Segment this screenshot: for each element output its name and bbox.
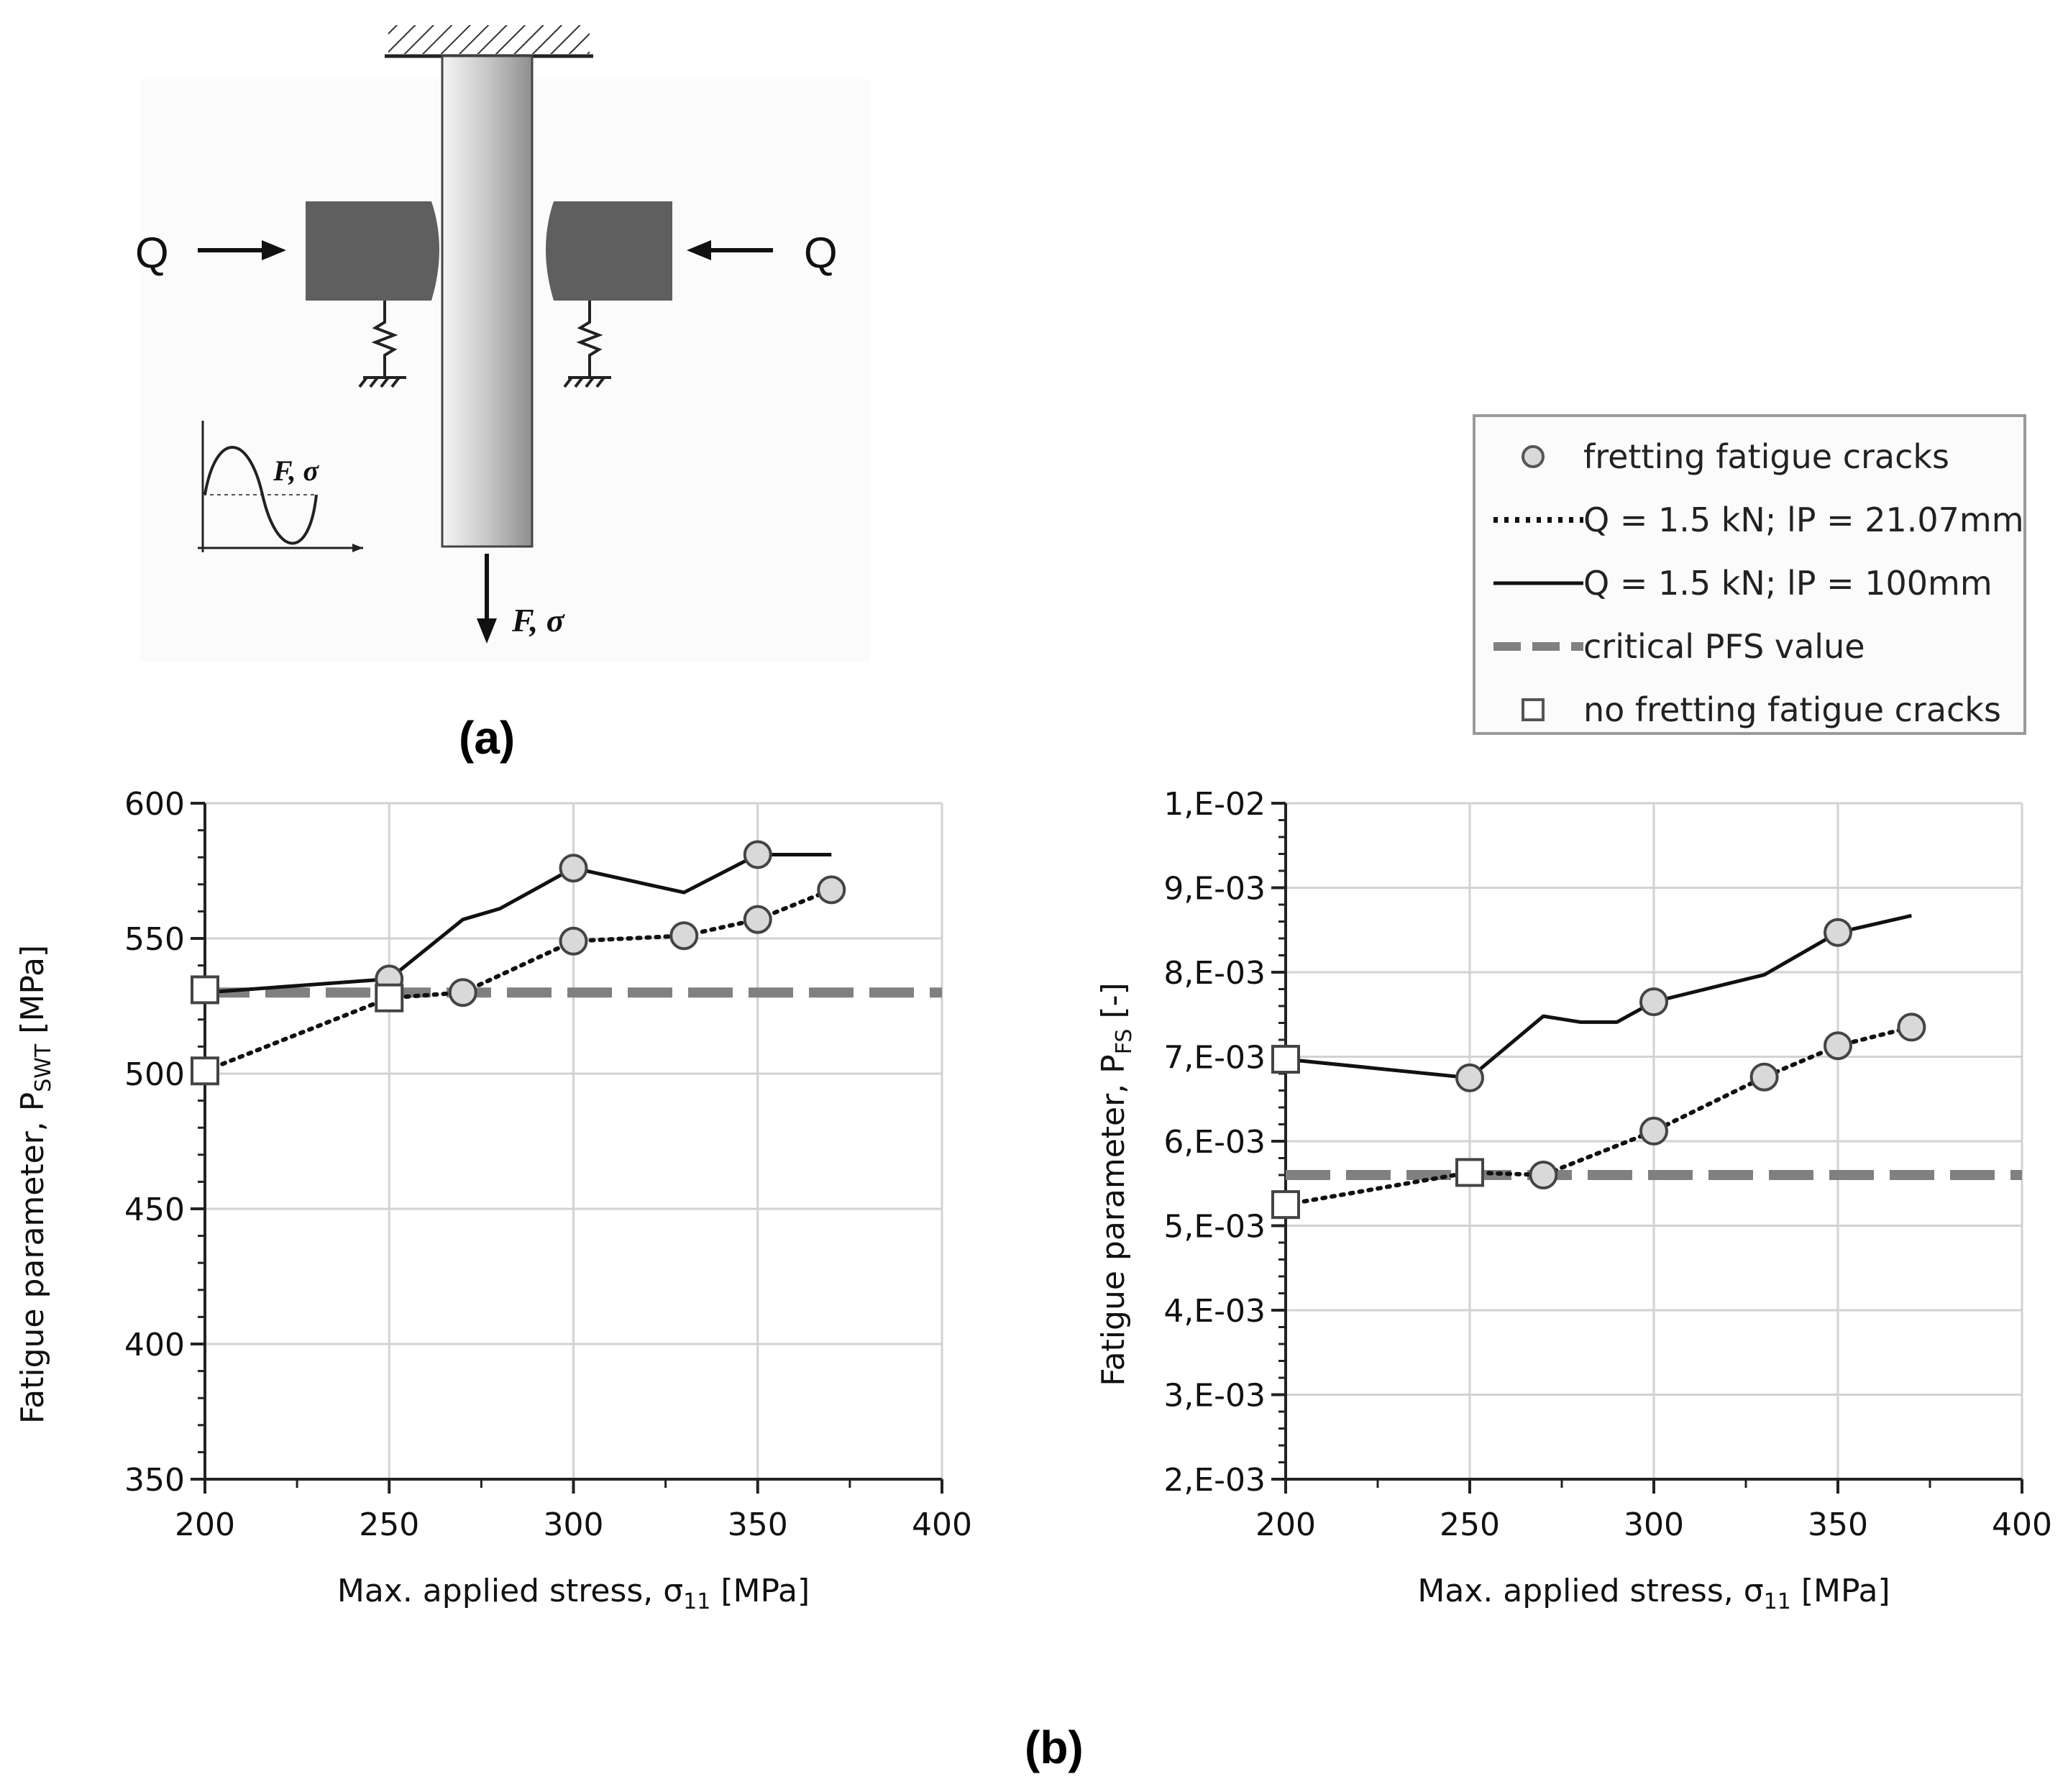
waveform-inset bbox=[198, 421, 363, 552]
crack-marker bbox=[1824, 918, 1852, 947]
panel-a-label: (a) bbox=[459, 712, 515, 764]
x-tick-label: 200 bbox=[175, 1507, 235, 1543]
y-tick-label: 9,E-03 bbox=[1163, 871, 1266, 908]
legend-label: Q = 1.5 kN; lP = 100mm bbox=[1583, 564, 1992, 603]
axial-load-label: F, σ bbox=[511, 602, 565, 639]
crack-marker bbox=[1455, 1063, 1484, 1092]
specimen-rod bbox=[441, 55, 534, 548]
crack-marker bbox=[1639, 987, 1668, 1017]
crack-marker bbox=[1897, 1012, 1926, 1042]
x-tick-label: 250 bbox=[1440, 1507, 1500, 1543]
left-load-label: Q bbox=[135, 229, 169, 277]
fretting-schematic: Q Q F, σ F, σ bbox=[135, 25, 870, 662]
crack-marker bbox=[559, 854, 588, 883]
x-tick-label: 300 bbox=[1624, 1507, 1684, 1543]
y-tick-label: 3,E-03 bbox=[1163, 1378, 1266, 1414]
y-axis-label: Fatigue parameter, PSWT [MPa] bbox=[14, 945, 56, 1424]
y-tick-label: 1,E-02 bbox=[1163, 786, 1266, 823]
chart-legend: fretting fatigue cracks Q = 1.5 kN; lP =… bbox=[1473, 414, 2026, 735]
crack-marker bbox=[1749, 1062, 1779, 1092]
legend-label: no fretting fatigue cracks bbox=[1583, 690, 2001, 729]
y-tick-label: 7,E-03 bbox=[1163, 1040, 1266, 1076]
legend-item-critical: critical PFS value bbox=[1475, 621, 2023, 672]
y-tick-label: 500 bbox=[124, 1056, 185, 1093]
y-axis-label: Fatigue parameter, PFS [-] bbox=[1095, 982, 1137, 1386]
x-tick-label: 200 bbox=[1255, 1507, 1316, 1543]
right-spring-icon bbox=[563, 301, 611, 388]
legend-item-dotted: Q = 1.5 kN; lP = 21.07mm bbox=[1475, 495, 2024, 545]
no-crack-marker bbox=[375, 983, 404, 1012]
y-tick-label: 2,E-03 bbox=[1163, 1462, 1266, 1499]
x-axis-label: Max. applied stress, σ11 [MPa] bbox=[337, 1573, 810, 1614]
crack-marker bbox=[743, 840, 772, 869]
left-spring-icon bbox=[358, 301, 406, 388]
no-crack-marker bbox=[191, 1056, 219, 1086]
no-crack-marker bbox=[1271, 1045, 1300, 1074]
series-line-100mm bbox=[1285, 913, 1912, 1080]
crack-marker bbox=[559, 926, 588, 956]
axial-load-arrow-icon bbox=[477, 554, 497, 644]
x-tick-label: 300 bbox=[544, 1507, 604, 1543]
right-contact-pad bbox=[546, 201, 672, 301]
y-tick-label: 400 bbox=[124, 1327, 185, 1363]
y-tick-label: 350 bbox=[124, 1462, 185, 1499]
x-tick-label: 350 bbox=[1808, 1507, 1868, 1543]
legend-label: Q = 1.5 kN; lP = 21.07mm bbox=[1583, 500, 2024, 539]
legend-label: critical PFS value bbox=[1583, 627, 1865, 666]
series-line-21mm bbox=[203, 887, 834, 1074]
x-tick-label: 400 bbox=[912, 1507, 972, 1543]
dotted-line-icon bbox=[1493, 517, 1583, 523]
crack-marker bbox=[448, 978, 477, 1007]
no-crack-marker bbox=[1455, 1158, 1484, 1187]
legend-item-solid: Q = 1.5 kN; lP = 100mm bbox=[1475, 558, 2023, 608]
waveform-label: F, σ bbox=[273, 454, 320, 487]
circle-marker-icon bbox=[1522, 445, 1545, 468]
right-load-arrow-icon bbox=[687, 240, 773, 260]
crack-marker bbox=[1639, 1116, 1668, 1146]
x-axis-label: Max. applied stress, σ11 [MPa] bbox=[1417, 1573, 1890, 1614]
left-contact-pad bbox=[306, 201, 439, 301]
swt-chart: 350 400 450 500 550 600 200 250 300 350 400 Max. ap… bbox=[14, 786, 972, 1614]
x-tick-label: 350 bbox=[728, 1507, 788, 1543]
crack-marker bbox=[817, 875, 846, 905]
legend-item-cracks: fretting fatigue cracks bbox=[1475, 431, 2023, 482]
no-crack-marker bbox=[1271, 1190, 1300, 1220]
sine-wave-icon bbox=[203, 446, 318, 545]
y-tick-label: 6,E-03 bbox=[1163, 1124, 1266, 1161]
panel-b-label: (b) bbox=[1025, 1722, 1084, 1773]
fixed-support-hatch bbox=[388, 25, 590, 54]
x-tick-label: 250 bbox=[359, 1507, 419, 1543]
y-tick-label: 450 bbox=[124, 1192, 185, 1228]
y-tick-label: 4,E-03 bbox=[1163, 1293, 1266, 1330]
crack-marker bbox=[669, 921, 699, 951]
right-load-label: Q bbox=[804, 229, 838, 277]
y-tick-label: 550 bbox=[124, 921, 185, 958]
crack-marker bbox=[1529, 1161, 1558, 1189]
pfs-chart: 2,E-03 3,E-03 4,E-03 5,E-03 6,E-03 7,E-03 8,E-… bbox=[1095, 786, 2052, 1614]
legend-item-no-cracks: no fretting fatigue cracks bbox=[1475, 685, 2023, 735]
solid-line-icon bbox=[1493, 581, 1583, 585]
crack-marker bbox=[1824, 1031, 1852, 1061]
y-tick-label: 5,E-03 bbox=[1163, 1209, 1266, 1245]
y-tick-label: 600 bbox=[124, 786, 185, 823]
legend-label: fretting fatigue cracks bbox=[1583, 437, 1949, 476]
crack-marker bbox=[743, 905, 772, 934]
no-crack-marker bbox=[191, 975, 219, 1005]
y-tick-label: 8,E-03 bbox=[1163, 955, 1266, 992]
dashed-line-icon bbox=[1493, 642, 1583, 651]
square-marker-icon bbox=[1522, 698, 1545, 721]
left-load-arrow-icon bbox=[198, 240, 286, 260]
x-tick-label: 400 bbox=[1992, 1507, 2052, 1543]
